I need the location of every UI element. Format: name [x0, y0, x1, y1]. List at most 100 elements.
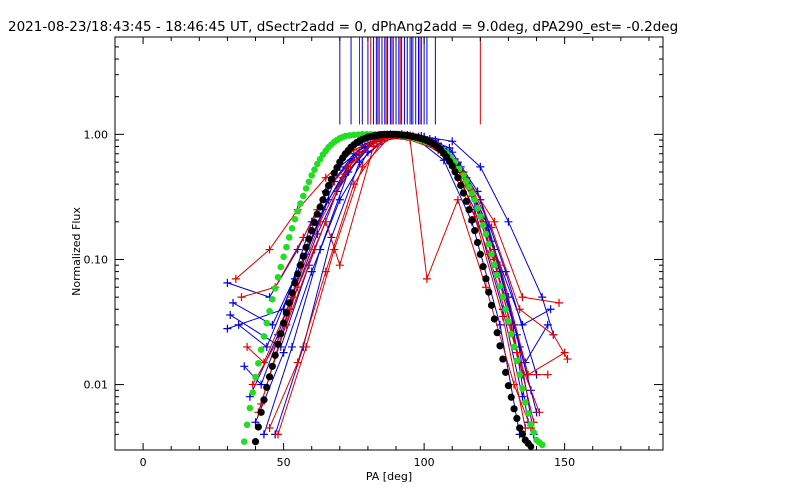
data-point: [283, 243, 290, 251]
data-point: [223, 278, 232, 287]
data-point: [330, 169, 338, 177]
data-point: [459, 189, 468, 197]
data-point: [330, 245, 339, 254]
data-point: [308, 227, 316, 235]
series-line: [274, 134, 521, 435]
data-point: [471, 196, 479, 204]
data-point: [451, 168, 459, 176]
data-point: [268, 320, 277, 329]
data-point: [305, 178, 313, 186]
data-point: [518, 293, 527, 302]
data-point: [246, 404, 254, 412]
data-point: [496, 282, 504, 290]
data-point: [563, 355, 572, 364]
data-point: [266, 307, 273, 315]
data-point: [310, 218, 319, 227]
y-tick-label: 0.01: [84, 379, 109, 392]
data-point: [321, 217, 330, 226]
data-point: [490, 315, 498, 323]
data-point: [482, 230, 490, 238]
data-point: [254, 423, 262, 431]
data-point: [507, 330, 515, 338]
data-point: [479, 221, 487, 229]
data-point: [490, 217, 499, 226]
data-point: [282, 309, 291, 317]
data-point: [262, 342, 271, 351]
data-point: [280, 319, 288, 327]
data-point: [279, 348, 288, 357]
data-point: [515, 305, 524, 314]
data-point: [237, 293, 246, 302]
data-point: [231, 274, 240, 283]
data-point: [240, 362, 249, 371]
data-point: [488, 250, 495, 258]
data-point: [269, 296, 276, 303]
data-point: [273, 430, 282, 439]
data-point: [288, 224, 296, 232]
x-tick-label: 100: [414, 456, 435, 469]
data-point: [471, 227, 479, 235]
x-axis: 0 50 100 150: [140, 37, 650, 469]
data-point: [453, 195, 462, 204]
data-point: [487, 223, 496, 232]
data-point: [485, 240, 493, 248]
data-point: [369, 142, 378, 151]
data-point: [479, 262, 487, 271]
data-point: [504, 382, 513, 390]
data-point: [465, 206, 473, 214]
data-point: [518, 392, 527, 401]
data-point: [473, 238, 482, 247]
data-point: [530, 428, 538, 436]
series-line: [277, 135, 526, 435]
data-point: [265, 245, 274, 254]
data-point: [474, 204, 481, 212]
data-point: [496, 342, 504, 350]
data-point: [277, 263, 285, 271]
data-point: [468, 216, 476, 224]
series-red: [231, 133, 564, 307]
data-point: [277, 330, 285, 338]
data-point: [507, 393, 515, 401]
data-point: [260, 396, 268, 404]
data-point: [521, 399, 529, 406]
data-point: [260, 333, 268, 340]
data-point: [465, 183, 473, 191]
x-tick-label: 0: [140, 456, 147, 469]
data-point: [546, 305, 555, 314]
data-point: [519, 385, 526, 392]
data-point: [226, 310, 235, 319]
data-point: [498, 312, 507, 321]
data-point: [291, 215, 299, 223]
data-point: [259, 430, 268, 439]
data-point: [468, 190, 476, 197]
data-point: [358, 162, 367, 171]
data-point: [316, 203, 324, 211]
data-point: [313, 210, 321, 218]
data-point: [555, 298, 564, 307]
data-point: [355, 148, 364, 157]
data-point: [499, 355, 507, 363]
data-point: [263, 383, 271, 391]
series-line: [263, 135, 535, 435]
data-point: [460, 172, 467, 179]
data-point: [527, 443, 535, 450]
data-point: [485, 288, 493, 296]
series-line: [235, 136, 560, 304]
data-point: [274, 274, 282, 281]
x-tick-label: 50: [277, 456, 291, 469]
data-point: [293, 358, 302, 367]
data-point: [535, 408, 544, 417]
data-point: [274, 340, 282, 348]
series-black: [251, 130, 535, 450]
data-point: [324, 181, 333, 190]
data-point: [335, 261, 344, 270]
data-point: [299, 252, 307, 260]
data-point: [448, 137, 457, 146]
y-tick-label: 1.00: [84, 128, 109, 141]
data-point: [294, 208, 301, 215]
data-point: [265, 373, 274, 381]
data-point: [252, 373, 259, 381]
data-point: [243, 342, 252, 351]
y-axis: 0.01 0.10 1.00: [84, 36, 663, 451]
chart-title: 2021-08-23/18:43:45 - 18:46:45 UT, dSect…: [8, 19, 678, 35]
